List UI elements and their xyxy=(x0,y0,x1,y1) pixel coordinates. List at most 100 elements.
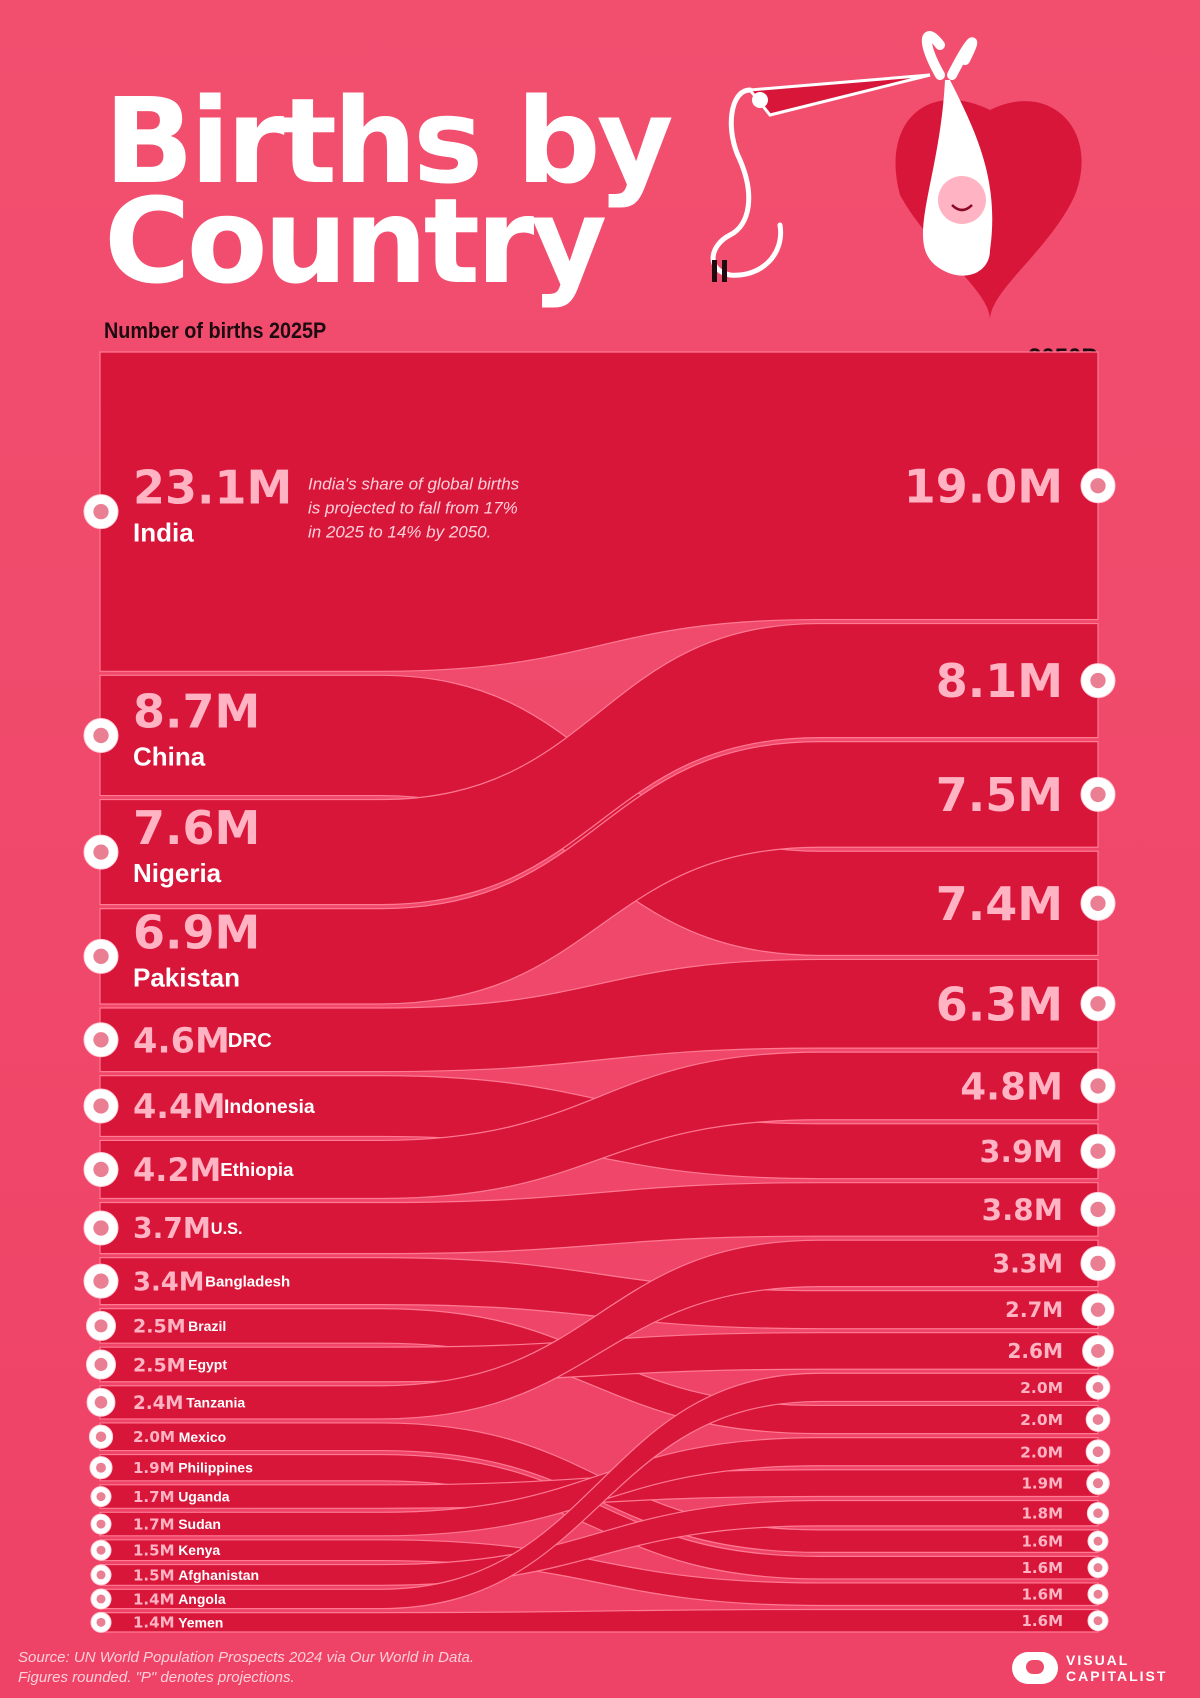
us-flag-icon xyxy=(1080,1191,1116,1227)
kenya-flag-icon xyxy=(90,1539,112,1561)
value-2050-drc: 6.3M xyxy=(936,977,1063,1031)
value-2050-egypt: 2.6M xyxy=(1007,1339,1063,1363)
value-2050-brazil: 2.0M xyxy=(1020,1411,1063,1429)
title-line-2: Country xyxy=(104,172,607,310)
value-2050-india: 19.0M xyxy=(904,459,1063,513)
tanzania-flag-icon xyxy=(86,1387,116,1417)
band-angola xyxy=(99,1372,1099,1610)
value-2025-bangladesh: 3.4M xyxy=(133,1267,204,1297)
ethiopia-flag-icon xyxy=(83,1151,119,1187)
india-note-line: is projected to fall from 17% xyxy=(308,499,518,518)
value-2025-philippines: 1.9M xyxy=(133,1459,175,1477)
subtitle-2025: Number of births 2025P xyxy=(104,318,327,343)
value-2025-brazil: 2.5M xyxy=(133,1316,186,1338)
bangladesh-flag-icon xyxy=(1081,1293,1115,1327)
value-2025-drc: 4.6M xyxy=(133,1021,230,1061)
value-2025-uganda: 1.7M xyxy=(133,1488,175,1506)
value-2050-angola: 2.0M xyxy=(1020,1379,1063,1397)
value-2050-yemen: 1.6M xyxy=(1022,1612,1064,1630)
egypt-flag-icon xyxy=(85,1349,117,1380)
country-label-tanzania: Tanzania xyxy=(186,1394,245,1410)
country-label-sudan: Sudan xyxy=(178,1516,221,1532)
yemen-flag-icon xyxy=(90,1611,112,1633)
baby-smile xyxy=(951,204,973,212)
value-2025-sudan: 1.7M xyxy=(133,1515,175,1533)
country-label-brazil: Brazil xyxy=(188,1318,226,1334)
country-label-kenya: Kenya xyxy=(178,1542,220,1558)
nigeria-flag-icon xyxy=(83,834,119,870)
yemen-flag-icon xyxy=(1087,1610,1109,1632)
china-flag-icon xyxy=(83,717,119,753)
country-label-mexico: Mexico xyxy=(179,1429,226,1445)
stork-leg xyxy=(712,260,717,282)
country-label-nigeria: Nigeria xyxy=(133,858,222,888)
brand-logo: VISUAL CAPITALIST xyxy=(1012,1652,1167,1684)
country-label-angola: Angola xyxy=(178,1591,226,1607)
country-label-india: India xyxy=(133,518,194,548)
stork-leg xyxy=(722,260,727,282)
band-ethiopia xyxy=(99,1051,1099,1200)
india-flag-icon xyxy=(83,494,119,530)
value-2025-us: 3.7M xyxy=(133,1212,211,1245)
uganda-flag-icon xyxy=(1086,1471,1110,1495)
value-2050-pakistan: 7.5M xyxy=(936,768,1063,822)
india-note-line: in 2025 to 14% by 2050. xyxy=(308,523,491,542)
bangladesh-flag-icon xyxy=(83,1263,119,1299)
country-label-drc: DRC xyxy=(228,1030,272,1052)
band-india xyxy=(99,351,1099,672)
band-nigeria xyxy=(99,622,1099,906)
egypt-flag-icon xyxy=(1082,1335,1114,1367)
philippines-flag-icon xyxy=(1087,1557,1109,1579)
band-us xyxy=(99,1182,1099,1255)
sudan-flag-icon xyxy=(1085,1439,1111,1465)
brand-line-1: VISUAL xyxy=(1066,1652,1130,1668)
country-label-ethiopia: Ethiopia xyxy=(220,1159,294,1180)
value-2050-mexico: 1.6M xyxy=(1022,1533,1064,1551)
brazil-flag-icon xyxy=(85,1310,117,1341)
value-2025-yemen: 1.4M xyxy=(133,1614,175,1632)
country-label-uganda: Uganda xyxy=(178,1489,230,1505)
value-2050-kenya: 1.6M xyxy=(1022,1586,1064,1604)
drc-flag-icon xyxy=(83,1022,119,1058)
value-2025-tanzania: 2.4M xyxy=(133,1393,183,1414)
country-label-china: China xyxy=(133,741,206,771)
country-label-philippines: Philippines xyxy=(178,1460,253,1476)
source-line-2: Figures rounded. "P" denotes projections… xyxy=(18,1669,295,1686)
band-bangladesh xyxy=(99,1257,1099,1330)
country-label-egypt: Egypt xyxy=(188,1357,227,1373)
mexico-flag-icon xyxy=(1087,1530,1109,1552)
chart-bands xyxy=(99,351,1099,1633)
philippines-flag-icon xyxy=(89,1456,113,1480)
value-2050-bangladesh: 2.7M xyxy=(1005,1298,1063,1322)
india-flag-icon xyxy=(1080,468,1116,504)
drc-flag-icon xyxy=(1080,986,1116,1022)
stork-neck xyxy=(710,87,784,278)
afghanistan-flag-icon xyxy=(90,1564,112,1586)
country-label-yemen: Yemen xyxy=(178,1614,223,1630)
value-2050-indonesia: 3.9M xyxy=(979,1135,1063,1170)
title-line-1: Births by xyxy=(104,72,674,210)
value-2025-egypt: 2.5M xyxy=(133,1354,186,1376)
source-note: Source: UN World Population Prospects 20… xyxy=(18,1648,474,1688)
value-2025-indonesia: 4.4M xyxy=(133,1087,226,1126)
value-2025-ethiopia: 4.2M xyxy=(133,1151,221,1189)
value-2025-nigeria: 7.6M xyxy=(133,801,260,855)
value-2050-us: 3.8M xyxy=(982,1193,1063,1227)
ethiopia-flag-icon xyxy=(1080,1068,1116,1104)
value-2025-pakistan: 6.9M xyxy=(133,905,260,959)
kenya-flag-icon xyxy=(1087,1583,1109,1605)
us-flag-icon xyxy=(83,1210,119,1246)
indonesia-flag-icon xyxy=(83,1088,119,1124)
country-label-indonesia: Indonesia xyxy=(224,1096,315,1118)
indonesia-flag-icon xyxy=(1080,1133,1116,1169)
tanzania-flag-icon xyxy=(1080,1245,1116,1281)
value-2050-tanzania: 3.3M xyxy=(992,1250,1063,1280)
stork-eye xyxy=(752,92,768,108)
brand-text: VISUAL CAPITALIST xyxy=(1066,1652,1167,1684)
value-2025-afghanistan: 1.5M xyxy=(133,1566,175,1584)
value-2025-kenya: 1.5M xyxy=(133,1542,175,1560)
value-2025-mexico: 2.0M xyxy=(133,1428,175,1446)
value-2025-china: 8.7M xyxy=(133,684,260,738)
